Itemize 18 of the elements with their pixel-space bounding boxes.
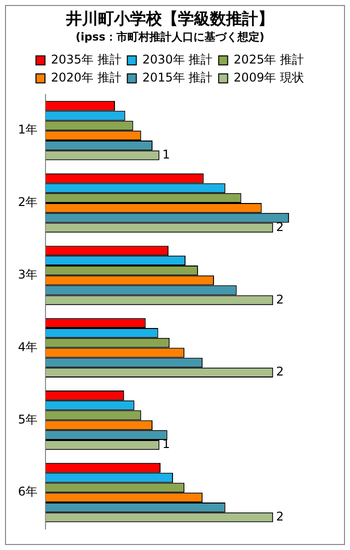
data-label: 2: [276, 292, 284, 306]
legend-label: 2020年 推計: [50, 70, 122, 85]
y-tick-label: 2年: [18, 195, 38, 210]
y-tick-label: 1年: [18, 122, 38, 137]
data-label: 2: [276, 364, 284, 379]
data-label: 1: [162, 147, 170, 162]
y-tick-label: 4年: [18, 340, 38, 354]
y-tick-label: 6年: [18, 484, 38, 499]
y-tick-label: 3年: [18, 268, 38, 282]
y-tick-label: 5年: [18, 412, 38, 426]
legend-label: 2035年 推計: [50, 52, 122, 67]
data-label: 2: [276, 509, 284, 524]
legend-label: 2009年 現状: [234, 70, 304, 85]
legend-label: 2030年 推計: [142, 52, 213, 67]
legend-label: 2015年 推計: [142, 70, 213, 85]
legend-label: 2025年 推計: [234, 52, 304, 67]
chart-title: 井川町小学校【学級数推計】: [65, 8, 274, 28]
chart-subtitle: (ipss：市町村推計人口に基づく想定): [76, 30, 264, 44]
